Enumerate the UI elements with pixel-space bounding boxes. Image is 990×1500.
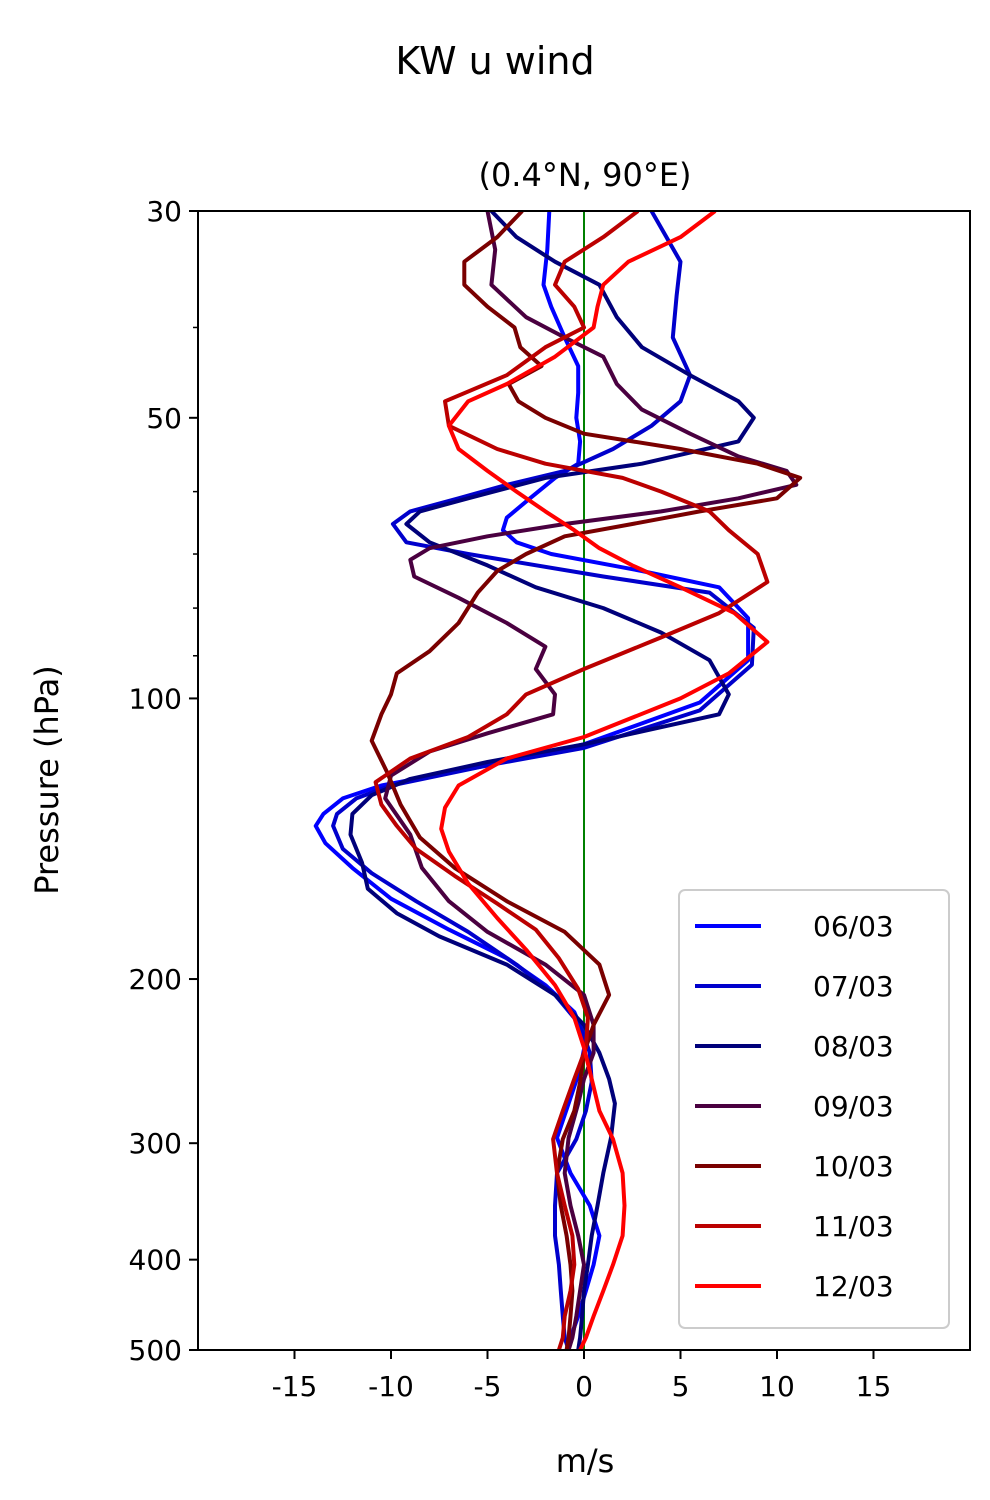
legend-label: 11/03 — [813, 1210, 894, 1243]
series-line-09-03 — [383, 211, 799, 1350]
series-line-08-03 — [348, 211, 756, 1350]
legend-label: 09/03 — [813, 1090, 894, 1123]
series-line-11-03 — [373, 211, 770, 1350]
y-tick-label: 100 — [129, 682, 182, 715]
x-tick-label: -5 — [474, 1370, 502, 1403]
y-tick-label: 30 — [146, 195, 182, 228]
legend-label: 10/03 — [813, 1150, 894, 1183]
legend-label: 12/03 — [813, 1270, 894, 1303]
legend-box — [678, 889, 950, 1329]
legend: 06/03 07/03 08/03 09/03 10/03 11/03 12/03 — [678, 889, 950, 1329]
y-axis-label: Pressure (hPa) — [28, 665, 66, 895]
series-line-12-03 — [439, 211, 770, 1350]
x-tick-label: -15 — [272, 1370, 318, 1403]
x-tick-label: 15 — [856, 1370, 892, 1403]
x-tick-label: 10 — [759, 1370, 795, 1403]
legend-label: 06/03 — [813, 910, 894, 943]
series-group — [313, 211, 803, 1350]
legend-label: 08/03 — [813, 1030, 894, 1063]
x-tick-label: -10 — [368, 1370, 414, 1403]
y-tick-label: 200 — [129, 963, 182, 996]
chart-title: (0.4°N, 90°E) — [478, 156, 691, 194]
y-tick-label: 500 — [129, 1334, 182, 1367]
y-tick-label: 50 — [146, 402, 182, 435]
x-axis-label: m/s — [556, 1442, 615, 1480]
x-tick-label: 5 — [672, 1370, 690, 1403]
y-tick-label: 300 — [129, 1127, 182, 1160]
legend-label: 07/03 — [813, 970, 894, 1003]
y-tick-label: 400 — [129, 1244, 182, 1277]
x-tick-label: 0 — [575, 1370, 593, 1403]
chart-suptitle: KW u wind — [395, 39, 594, 83]
plot-area: -15 -10 -5 0 5 10 15 30 50 100 200 300 400 500 — [129, 195, 971, 1403]
